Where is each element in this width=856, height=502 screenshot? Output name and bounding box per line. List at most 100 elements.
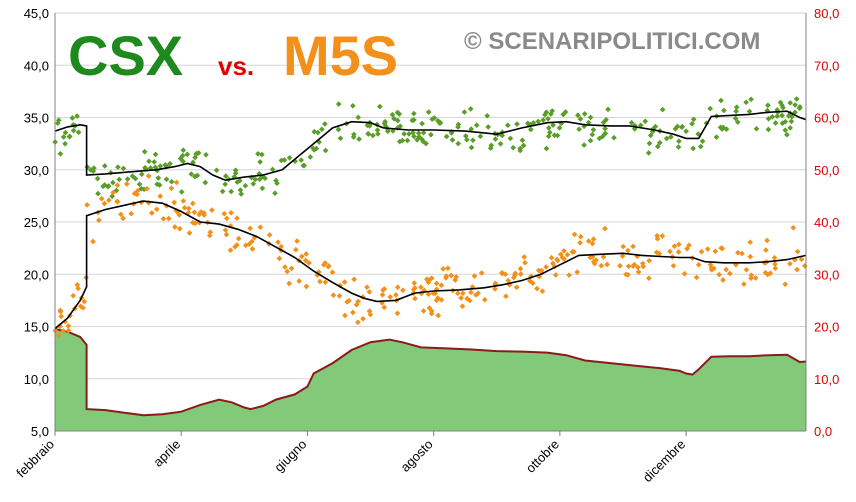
csx-point [514,121,520,127]
m5s-point [425,291,432,298]
csx-point [659,106,666,113]
csx-point [232,167,239,174]
m5s-point [329,269,336,276]
m5s-point [180,198,187,204]
m5s-point [393,292,399,298]
csx-point [180,147,187,154]
csx-point [151,159,158,165]
m5s-point [503,293,509,300]
m5s-point [379,291,386,298]
m5s-point [355,319,361,326]
m5s-point [600,254,607,260]
m5s-point [75,285,81,292]
csx-point [411,117,417,123]
m5s-point [552,272,559,278]
csx-point [765,115,772,122]
csx-point [184,151,191,158]
csx-point [784,131,790,138]
csx-point [782,127,789,134]
right-tick-label: 0,0 [814,424,832,439]
m5s-point [181,204,188,211]
csx-point [322,121,328,127]
left-tick-label: 35,0 [24,111,49,126]
csx-point [322,147,329,154]
csx-point [577,116,584,122]
x-tick-label: agosto [398,437,436,475]
csx-point [167,160,173,167]
csx-point [587,114,594,121]
m5s-point [234,242,240,248]
m5s-point [598,262,605,269]
csx-point [769,113,776,120]
m5s-point [120,215,126,222]
csx-point [203,151,209,158]
m5s-point [513,284,520,291]
csx-point [507,135,514,142]
csx-point [527,126,534,133]
csx-point [272,190,278,197]
m5s-point [448,272,455,279]
x-tick-label: dicembre [640,437,688,485]
m5s-point [739,250,745,257]
m5s-point [654,232,660,239]
csx-point [699,138,706,145]
csx-point [155,175,162,181]
csx-point [115,164,121,170]
m5s-point [288,265,295,272]
csx-point [152,151,159,158]
m5s-point [160,215,167,222]
gap-area-outline [54,328,807,417]
m5s-point [590,236,597,242]
m5s-point [571,231,578,238]
m5s-point [84,202,90,208]
csx-point [637,122,644,129]
csx-point [202,179,209,186]
m5s-point [114,182,121,189]
m5s-point [718,245,725,251]
m5s-point [574,269,581,275]
csx-trend-line [54,110,807,182]
csx-point [443,133,450,140]
x-tick-label: aprile [150,437,183,470]
left-tick-label: 30,0 [24,163,49,178]
csx-point [286,154,293,161]
csx-point [530,120,537,126]
m5s-point [192,220,199,227]
m5s-point [96,217,102,224]
csx-point [787,100,794,106]
m5s-point [282,264,288,270]
m5s-point [707,261,714,268]
m5s-point [564,251,571,258]
csx-point [70,127,77,134]
csx-point [753,125,760,132]
m5s-point [366,308,373,314]
m5s-point [176,212,183,218]
csx-point [484,112,491,119]
m5s-trend-line [54,200,807,330]
m5s-point [235,235,242,242]
m5s-point [521,254,528,260]
m5s-point [275,239,281,246]
csx-point [168,178,175,185]
csx-point [492,136,499,142]
m5s-point [798,256,805,263]
csx-point [364,122,371,129]
m5s-point [278,243,285,250]
csx-point [707,105,714,112]
csx-point [520,142,527,149]
csx-point [356,136,362,142]
m5s-point [630,243,636,250]
m5s-point [554,256,560,263]
csx-point [645,150,652,156]
gridlines [55,12,806,432]
m5s-point [747,253,754,260]
m5s-point [478,270,485,276]
csx-point [585,119,592,126]
m5s-point [735,249,741,256]
m5s-point [433,280,440,287]
m5s-point [787,260,793,267]
csx-point [550,122,556,128]
csx-point [477,133,484,140]
m5s-point [512,272,518,278]
